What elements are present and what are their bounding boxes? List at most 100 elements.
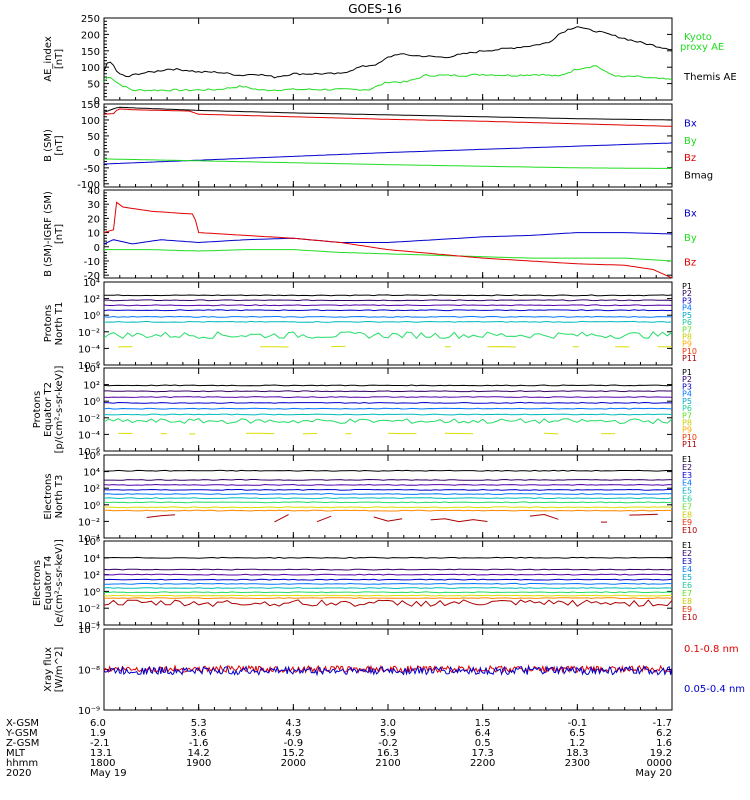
series-e10	[373, 516, 403, 522]
series-kyoto-proxy-ae	[103, 65, 673, 92]
y-tick-label: 10⁻²	[78, 328, 100, 339]
legend-label: By	[684, 233, 697, 244]
y-tick-label: 200	[81, 30, 100, 41]
legend-label: P11	[682, 440, 697, 449]
y-axis-label: AE_index	[43, 36, 54, 82]
series-e8	[103, 506, 673, 509]
y-tick-label: 10⁰	[83, 587, 100, 598]
series-themis-ae	[103, 26, 673, 79]
series-p8	[544, 432, 559, 435]
legend-label: P10	[682, 347, 697, 356]
time-row-value: 0.5	[475, 738, 491, 749]
time-row-label: Z-GSM	[6, 738, 39, 749]
time-row-value: 1.6	[656, 738, 672, 749]
y-axis-label: Equator T4	[43, 556, 54, 611]
legend-label: P10	[682, 433, 697, 442]
legend-label: 0.05-0.4 nm	[684, 684, 745, 695]
legend-label: E4	[682, 479, 692, 488]
time-row-value: 5.3	[191, 718, 207, 729]
y-tick-label: 10⁰	[83, 501, 100, 512]
series-p1	[104, 294, 673, 297]
time-row-value: -1.6	[189, 738, 209, 749]
legend-label: P7	[682, 325, 692, 334]
y-axis-label: Equator T2	[43, 382, 54, 437]
plot-frame	[103, 189, 673, 279]
series-bx	[103, 232, 673, 245]
series-e1	[103, 556, 673, 559]
y-axis-label: [nT]	[54, 224, 65, 244]
legend-label: P2	[682, 289, 692, 298]
y-tick-label: 50	[87, 132, 100, 143]
series-0-05-0-4-nm	[103, 665, 673, 677]
time-row-value: -1.7	[652, 718, 672, 729]
series-by	[103, 158, 672, 169]
time-row-value: 2200	[470, 758, 495, 769]
time-row-value: 14.2	[188, 748, 210, 759]
legend-label: P1	[682, 368, 692, 377]
series-p5	[103, 315, 673, 318]
legend-label: E7	[682, 502, 692, 511]
y-tick-label: 10⁻⁴	[78, 344, 100, 355]
legend-label: E1	[682, 455, 692, 464]
time-row-value: 1.5	[475, 718, 491, 729]
series-e1	[103, 469, 672, 472]
y-tick-label: 10⁻²	[78, 604, 100, 615]
series-e10	[103, 599, 673, 608]
time-row-value: 3.0	[380, 718, 396, 729]
chart-title: GOES-16	[348, 2, 402, 16]
time-row-value: 16.3	[377, 748, 399, 759]
time-row-value: 2000	[281, 758, 306, 769]
time-row-value: -2.1	[90, 738, 110, 749]
legend-label: P5	[682, 397, 692, 406]
legend-label: P8	[682, 419, 692, 428]
legend-label: E9	[682, 605, 692, 614]
y-tick-label: 10	[87, 229, 100, 240]
series-bmag	[103, 106, 673, 121]
time-row-value: 2100	[375, 758, 400, 769]
legend-label: E3	[682, 471, 692, 480]
y-axis-label: Xray flux	[43, 647, 54, 692]
y-tick-label: 250	[81, 14, 100, 25]
legend-label: 0.1-0.8 nm	[684, 644, 739, 655]
legend-label: Bz	[684, 153, 696, 164]
series-p3	[103, 396, 673, 399]
y-tick-label: 150	[81, 100, 100, 111]
y-tick-label: 10⁻⁸	[78, 666, 100, 677]
time-row-value: 4.3	[285, 718, 301, 729]
time-row-value: -0.9	[284, 738, 304, 749]
y-tick-label: 0	[94, 243, 100, 254]
series-e8	[103, 594, 672, 597]
series-e7	[103, 501, 673, 504]
series-by	[104, 249, 673, 262]
series-e4	[103, 488, 672, 491]
legend-label: P4	[682, 304, 692, 313]
legend-label: P7	[682, 411, 692, 420]
time-row-value: 5.9	[380, 728, 396, 739]
y-tick-label: 10⁻²	[78, 414, 100, 425]
y-tick-label: -20	[84, 271, 100, 282]
y-axis-label: Protons	[43, 305, 54, 342]
series-p8	[245, 432, 275, 435]
legend-label: E6	[682, 495, 692, 504]
series-p6	[103, 320, 673, 323]
series-e9	[103, 597, 673, 600]
legend-label: By	[684, 136, 697, 147]
time-row-value: 19.2	[650, 748, 672, 759]
series-e6	[103, 587, 673, 590]
y-axis-label: B (SM)	[43, 129, 54, 162]
plot-frame	[103, 367, 673, 452]
legend-label: P11	[682, 354, 697, 363]
panel-pn: 10⁴ 10² 10⁰ 10⁻² 10⁻⁴ 10⁻⁶ Protons North T1 P1P2…	[43, 278, 697, 372]
time-row-label: MLT	[6, 748, 26, 759]
legend-label: E7	[682, 589, 692, 598]
series-p2	[104, 390, 672, 393]
time-row-value: 1900	[186, 758, 211, 769]
series-e5	[103, 493, 672, 495]
